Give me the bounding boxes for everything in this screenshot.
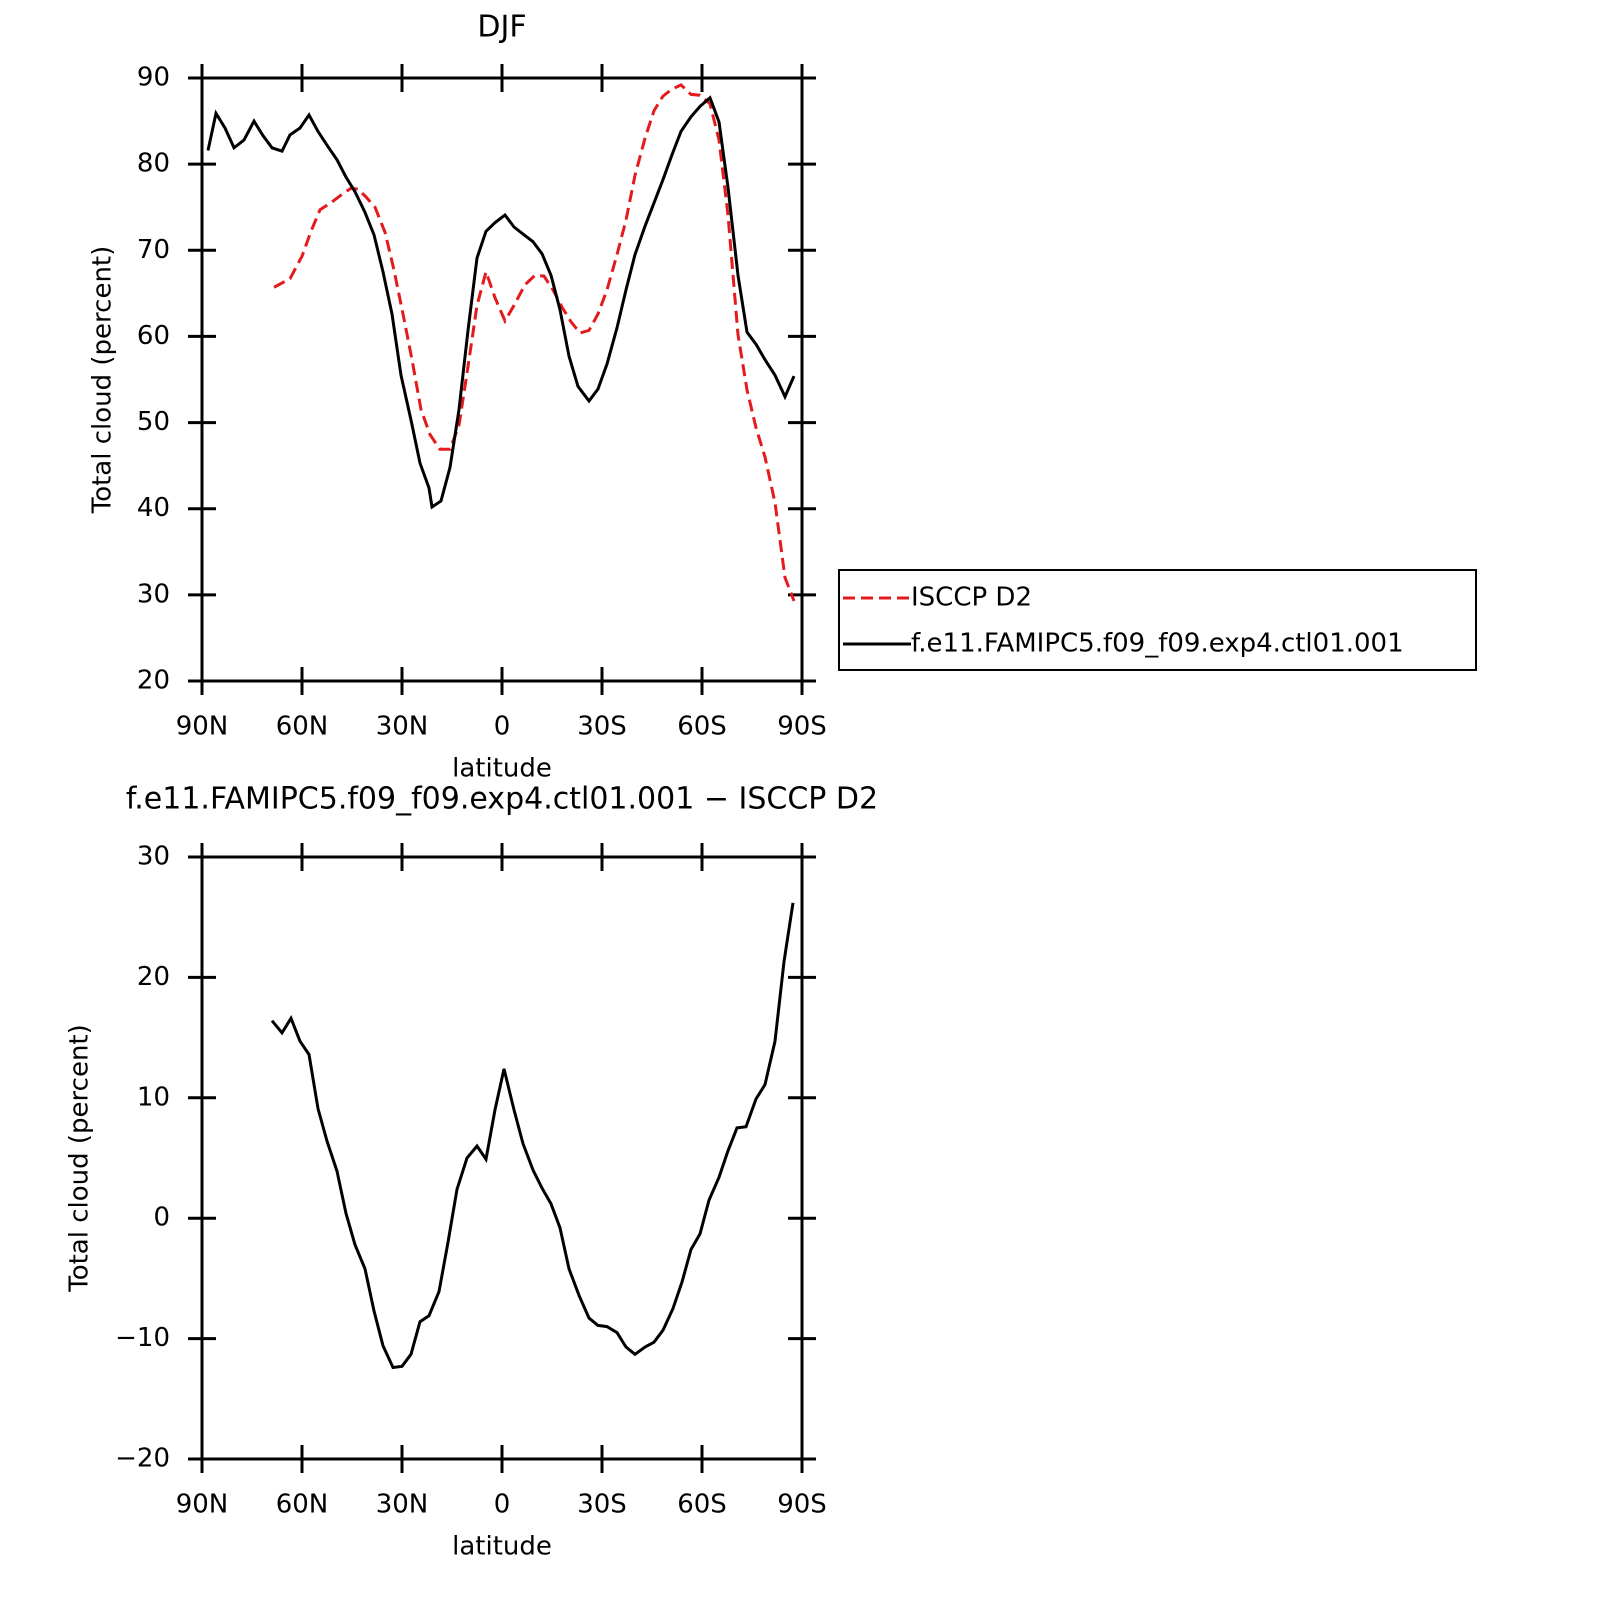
chart-title: f.e11.FAMIPC5.f09_f09.exp4.ctl01.001 − I… [126,782,878,817]
x-tick-label: 30N [376,712,429,742]
legend-box [838,569,1477,671]
x-tick-label: 90S [777,1490,827,1520]
x-tick-label: 0 [494,712,511,742]
y-tick-label: 30 [137,579,170,609]
data-line [270,902,795,1370]
x-tick-label: 90S [777,712,827,742]
y-tick-label: −10 [115,1323,170,1353]
chart-title: DJF [477,10,526,45]
y-tick-label: 40 [137,493,170,523]
x-tick-label: 30S [577,712,627,742]
y-axis-label: Total cloud (percent) [65,1024,95,1293]
y-tick-label: 20 [137,962,170,992]
y-tick-label: 30 [137,842,170,872]
x-tick-label: 0 [494,1490,511,1520]
y-tick-label: −20 [115,1444,170,1474]
y-tick-label: 0 [153,1203,170,1233]
x-tick-label: 30S [577,1490,627,1520]
y-tick-label: 10 [137,1082,170,1112]
y-tick-label: 90 [137,63,170,93]
y-tick-label: 20 [137,666,170,696]
x-tick-label: 60N [276,712,329,742]
legend-label: ISCCP D2 [911,583,1032,613]
data-line [206,95,796,510]
plot-frame [200,855,804,1461]
y-tick-label: 70 [137,235,170,265]
x-tick-label: 30N [376,1490,429,1520]
x-tick-label: 60N [276,1490,329,1520]
x-axis-label: latitude [452,1532,552,1562]
y-tick-label: 80 [137,149,170,179]
y-axis-label: Total cloud (percent) [88,246,118,515]
x-tick-label: 60S [677,1490,727,1520]
x-axis-label: latitude [452,754,552,784]
y-tick-label: 60 [137,321,170,351]
x-tick-label: 60S [677,712,727,742]
data-line [273,83,796,602]
legend-label: f.e11.FAMIPC5.f09_f09.exp4.ctl01.001 [911,629,1404,659]
x-tick-label: 90N [176,1490,229,1520]
x-tick-label: 90N [176,712,229,742]
plot-frame [200,76,804,683]
y-tick-label: 50 [137,407,170,437]
